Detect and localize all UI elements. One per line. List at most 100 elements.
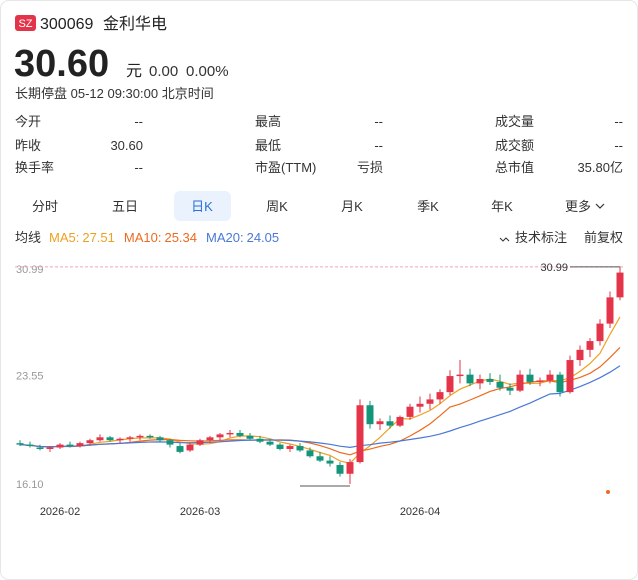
candle-body (306, 450, 314, 457)
candle-body (206, 437, 214, 441)
tab[interactable]: 更多 (565, 199, 591, 214)
candle-body (246, 435, 254, 439)
candle-body (416, 403, 424, 407)
candle-body (216, 434, 224, 438)
tool[interactable]: 前复权 (584, 230, 623, 245)
stat-value: -- (614, 114, 623, 129)
candle-body (236, 432, 244, 436)
price-unit: 元 (126, 63, 142, 80)
tab[interactable]: 分时 (32, 199, 58, 214)
candle-body (466, 374, 474, 384)
candle-body (286, 446, 294, 449)
stock-code: 300069 (40, 16, 93, 33)
stat-label: 成交量 (495, 114, 534, 129)
candle-body (536, 380, 544, 382)
candle-body (476, 379, 484, 384)
ma-name: MA5: (49, 230, 79, 245)
candle-body (116, 438, 124, 441)
stat-label: 总市值 (495, 160, 534, 175)
stat-label: 最高 (255, 114, 281, 129)
candle-body (136, 435, 144, 438)
candle-body (616, 272, 624, 298)
tool[interactable]: 技术标注 (515, 230, 567, 245)
market-badge (15, 15, 36, 31)
candle-body (46, 447, 54, 449)
candle-body (516, 374, 524, 391)
stat-value: -- (614, 138, 623, 153)
candle-body (446, 376, 454, 393)
tab[interactable]: 年K (491, 199, 513, 214)
tab[interactable]: 五日 (112, 199, 138, 214)
candle-body (196, 440, 204, 445)
stock-name: 金利华电 (103, 15, 167, 33)
ma-title: 均线 (15, 230, 41, 245)
candle-body (506, 387, 514, 391)
candle-body (106, 437, 114, 441)
stat-label: 最低 (255, 138, 281, 153)
candle-body (226, 432, 234, 435)
stat-value: -- (374, 138, 383, 153)
candle-body (496, 381, 504, 388)
candle-body (146, 435, 154, 438)
candle-body (366, 405, 374, 425)
candle-body (176, 446, 184, 452)
candle-body (576, 349, 584, 361)
candle-body (606, 297, 614, 324)
y-tick-label: 23.55 (16, 370, 44, 382)
stat-label: 昨收 (15, 138, 41, 153)
candle-body (316, 456, 324, 461)
market: SZ (18, 18, 32, 30)
stat-value: -- (134, 160, 143, 175)
tool-icon (499, 237, 510, 242)
candle-body (96, 437, 104, 441)
ma-name: MA10: (124, 230, 162, 245)
candle-body (346, 462, 354, 474)
x-tick-label: 2026-04 (400, 506, 440, 518)
candle-body (376, 421, 384, 425)
candle-body (586, 341, 594, 350)
candle-body (396, 416, 404, 426)
change: 0.00 (149, 63, 178, 80)
ma-line (19, 365, 621, 449)
candle-body (26, 444, 34, 447)
candle-body (546, 374, 554, 381)
candle-body (296, 446, 304, 451)
candle-body (86, 440, 94, 444)
stat-value: -- (374, 114, 383, 129)
more-arrow (595, 203, 605, 209)
candle-body (36, 447, 44, 449)
candle-body (556, 374, 564, 393)
stat-value: 30.60 (110, 138, 143, 153)
tab[interactable]: 季K (417, 199, 439, 214)
candle-body (336, 465, 344, 474)
stat-label: 今开 (15, 114, 41, 129)
candle-body (426, 399, 434, 404)
candle-body (486, 379, 494, 382)
x-tick-label: 2026-03 (180, 506, 220, 518)
ma-name: MA20: (206, 230, 244, 245)
candle-body (126, 437, 134, 439)
candle-body (386, 421, 394, 426)
candle-body (256, 438, 264, 442)
ma-legend: MA20: 24.05 (206, 230, 279, 245)
stat-label: 成交额 (495, 138, 534, 153)
candle-body (56, 444, 64, 448)
candle-body (596, 323, 604, 342)
y-tick-label: 30.99 (16, 264, 44, 276)
candle-body (76, 443, 84, 447)
candle-body (156, 437, 164, 441)
status: 长期停盘 05-12 09:30:00 北京时间 (15, 86, 214, 101)
ma-value: 25.34 (164, 230, 197, 245)
candle-body (566, 360, 574, 393)
tab[interactable]: 周K (266, 199, 288, 214)
candle-body (186, 444, 194, 451)
candle-body (436, 392, 444, 400)
max-label: 30.99 (540, 262, 568, 274)
tab[interactable]: 日K (191, 199, 213, 214)
tab[interactable]: 月K (341, 199, 363, 214)
ma-value: 24.05 (247, 230, 280, 245)
current-dot (606, 490, 610, 494)
candle-body (326, 460, 334, 464)
ma-legend: MA5: 27.51 (49, 230, 115, 245)
